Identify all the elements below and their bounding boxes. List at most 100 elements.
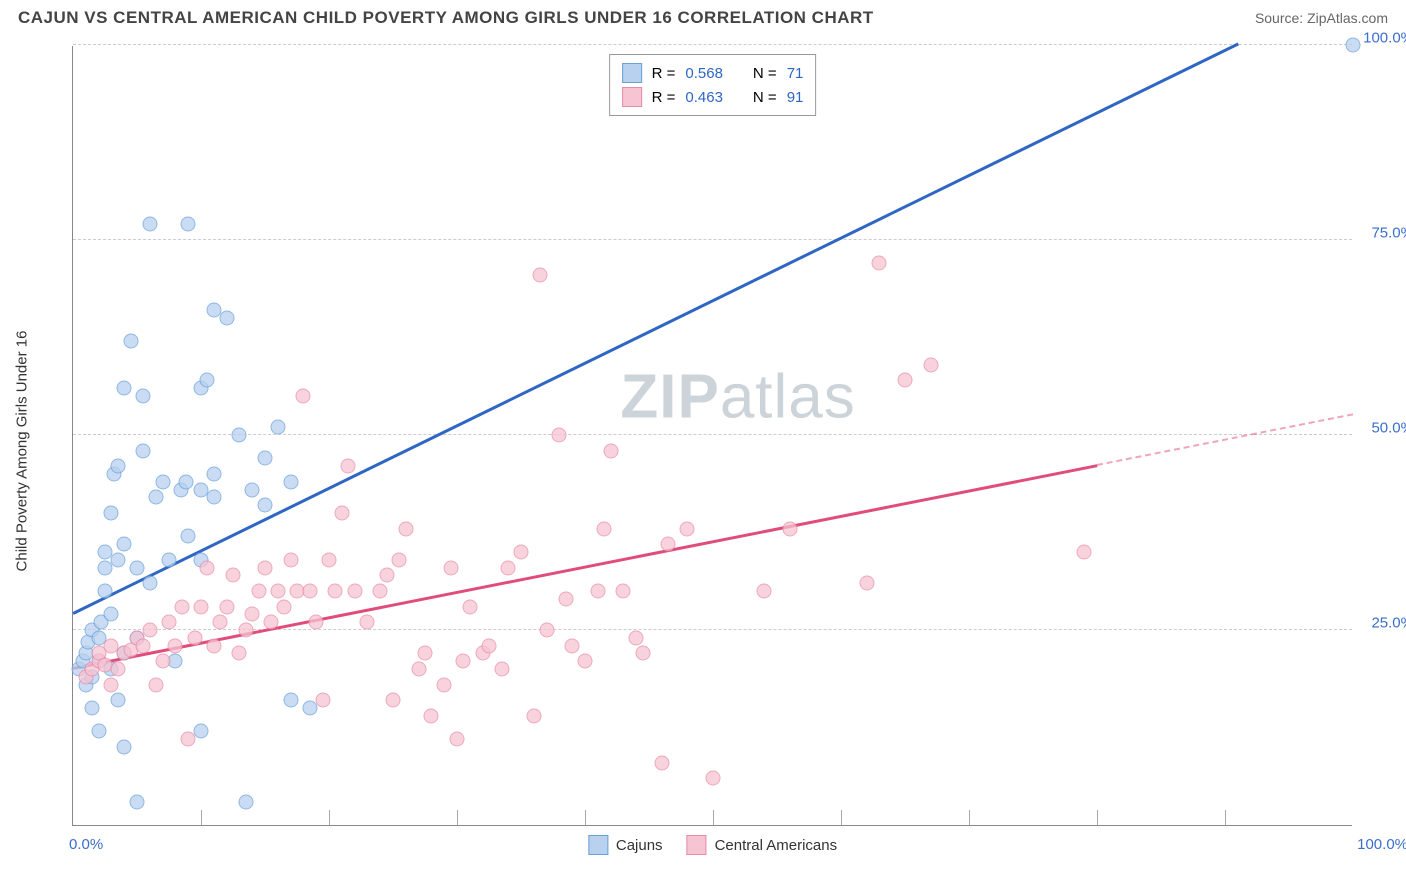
swatch-central-icon [622, 87, 642, 107]
central-point [155, 654, 170, 669]
cajuns-point [117, 537, 132, 552]
legend-correlation: R = 0.568 N = 71 R = 0.463 N = 91 [609, 54, 817, 116]
xtick [713, 810, 714, 825]
central-r-value: 0.463 [685, 89, 723, 106]
central-point [552, 428, 567, 443]
central-point [328, 584, 343, 599]
n-label: N = [753, 65, 777, 82]
xtick [841, 810, 842, 825]
cajuns-point [117, 740, 132, 755]
central-point [142, 623, 157, 638]
central-point [251, 584, 266, 599]
central-point [661, 537, 676, 552]
central-point [174, 599, 189, 614]
central-point [194, 599, 209, 614]
xtick [1097, 810, 1098, 825]
central-point [603, 443, 618, 458]
cajuns-point [110, 693, 125, 708]
central-point [213, 615, 228, 630]
cajuns-point [110, 459, 125, 474]
cajuns-point [238, 794, 253, 809]
cajuns-point [142, 217, 157, 232]
central-point [757, 584, 772, 599]
central-point [181, 732, 196, 747]
central-point [168, 638, 183, 653]
central-point [482, 638, 497, 653]
central-n-value: 91 [787, 89, 804, 106]
central-point [635, 646, 650, 661]
gridline [73, 239, 1352, 240]
central-point [558, 591, 573, 606]
cajuns-point [181, 217, 196, 232]
cajuns-point [181, 529, 196, 544]
central-point [187, 630, 202, 645]
central-point [264, 615, 279, 630]
cajuns-point [130, 794, 145, 809]
swatch-central-icon [687, 835, 707, 855]
central-point [424, 708, 439, 723]
cajuns-point [142, 576, 157, 591]
cajuns-point [283, 693, 298, 708]
xtick-right: 100.0% [1357, 836, 1406, 853]
central-point [162, 615, 177, 630]
central-point [104, 677, 119, 692]
central-point [462, 599, 477, 614]
y-axis-label: Child Poverty Among Girls Under 16 [14, 331, 31, 572]
gridline [73, 434, 1352, 435]
central-point [898, 373, 913, 388]
cajuns-point [1346, 38, 1361, 53]
central-point [283, 552, 298, 567]
cajuns-point [162, 552, 177, 567]
ytick-label: 75.0% [1371, 225, 1406, 242]
central-point [456, 654, 471, 669]
cajuns-point [155, 474, 170, 489]
central-point [418, 646, 433, 661]
xtick [457, 810, 458, 825]
central-point [501, 560, 516, 575]
cajuns-point [258, 451, 273, 466]
cajuns-point [85, 701, 100, 716]
gridline [73, 44, 1352, 45]
xtick [585, 810, 586, 825]
central-point [590, 584, 605, 599]
central-point [206, 638, 221, 653]
cajuns-point [194, 724, 209, 739]
cajuns-point [149, 490, 164, 505]
central-point [347, 584, 362, 599]
central-point [450, 732, 465, 747]
central-point [443, 560, 458, 575]
central-point [238, 623, 253, 638]
central-point [680, 521, 695, 536]
central-point [136, 638, 151, 653]
central-point [539, 623, 554, 638]
central-point [629, 630, 644, 645]
central-point [437, 677, 452, 692]
central-point [494, 662, 509, 677]
source-label: Source: ZipAtlas.com [1255, 10, 1388, 26]
central-point [341, 459, 356, 474]
central-point [334, 506, 349, 521]
central-point [232, 646, 247, 661]
r-label: R = [652, 65, 676, 82]
chart-container: Child Poverty Among Girls Under 16 ZIPat… [50, 46, 1390, 856]
central-point [226, 568, 241, 583]
central-point [398, 521, 413, 536]
r-label: R = [652, 89, 676, 106]
central-point [1077, 545, 1092, 560]
trend-line [73, 464, 1097, 669]
cajuns-point [206, 467, 221, 482]
central-point [565, 638, 580, 653]
central-point [859, 576, 874, 591]
central-point [200, 560, 215, 575]
central-point [616, 584, 631, 599]
cajuns-n-value: 71 [787, 65, 804, 82]
cajuns-r-value: 0.568 [685, 65, 723, 82]
cajuns-point [168, 654, 183, 669]
central-point [110, 662, 125, 677]
central-point [296, 389, 311, 404]
central-point [706, 771, 721, 786]
ytick-label: 100.0% [1363, 30, 1406, 47]
central-point [373, 584, 388, 599]
central-point [514, 545, 529, 560]
ytick-label: 25.0% [1371, 615, 1406, 632]
